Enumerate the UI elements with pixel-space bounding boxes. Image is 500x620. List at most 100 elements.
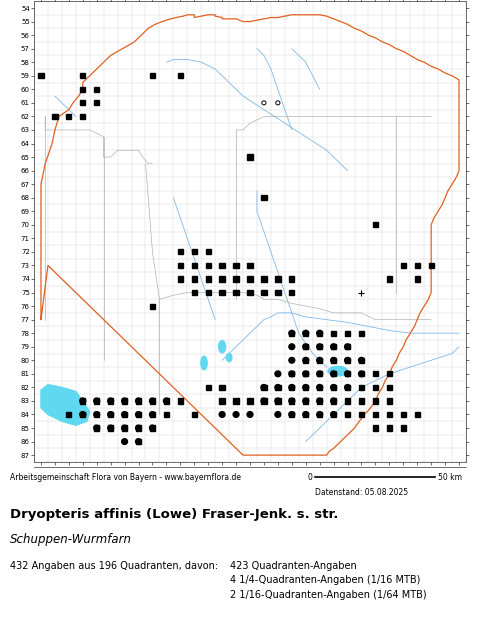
Text: 0: 0 (308, 473, 312, 482)
Circle shape (261, 398, 267, 404)
Bar (331, 385, 336, 390)
Circle shape (303, 371, 308, 377)
Bar (108, 425, 114, 431)
Bar (275, 290, 280, 295)
Bar (192, 263, 197, 268)
Circle shape (164, 398, 170, 404)
Bar (359, 358, 364, 363)
Circle shape (80, 412, 86, 417)
Circle shape (150, 398, 156, 404)
Bar (220, 263, 225, 268)
Text: Schuppen-Wurmfarn: Schuppen-Wurmfarn (10, 533, 132, 546)
Bar (386, 425, 392, 431)
Circle shape (275, 384, 281, 390)
Circle shape (303, 398, 308, 404)
Bar (94, 399, 100, 404)
Bar (303, 330, 308, 336)
Bar (289, 277, 294, 281)
Bar (331, 344, 336, 349)
Bar (248, 263, 252, 268)
Bar (150, 73, 155, 78)
Ellipse shape (218, 340, 226, 353)
Bar (345, 330, 350, 336)
Bar (108, 412, 114, 417)
Circle shape (317, 384, 322, 390)
Circle shape (344, 371, 350, 377)
Bar (331, 330, 336, 336)
Bar (386, 399, 392, 404)
Bar (108, 399, 114, 404)
Bar (345, 344, 350, 349)
Bar (248, 399, 252, 404)
Text: Arbeitsgemeinschaft Flora von Bayern - www.bayernflora.de: Arbeitsgemeinschaft Flora von Bayern - w… (10, 473, 241, 482)
Text: 2 1/16-Quadranten-Angaben (1/64 MTB): 2 1/16-Quadranten-Angaben (1/64 MTB) (230, 590, 426, 600)
Text: 432 Angaben aus 196 Quadranten, davon:: 432 Angaben aus 196 Quadranten, davon: (10, 561, 218, 571)
Bar (331, 358, 336, 363)
Circle shape (247, 412, 253, 417)
Circle shape (122, 398, 128, 404)
Bar (94, 100, 100, 105)
Bar (52, 114, 58, 119)
Circle shape (80, 398, 86, 404)
Bar (94, 425, 100, 431)
Circle shape (94, 425, 100, 431)
Circle shape (330, 398, 336, 404)
Bar (303, 358, 308, 363)
Bar (206, 290, 211, 295)
Bar (275, 399, 280, 404)
Bar (248, 290, 252, 295)
Bar (220, 385, 225, 390)
Text: Dryopteris affinis (Lowe) Fraser-Jenk. s. str.: Dryopteris affinis (Lowe) Fraser-Jenk. s… (10, 508, 338, 521)
Circle shape (289, 398, 294, 404)
Circle shape (344, 358, 350, 363)
Circle shape (330, 412, 336, 417)
Bar (386, 385, 392, 390)
Bar (345, 385, 350, 390)
Bar (289, 412, 294, 417)
Ellipse shape (328, 366, 347, 376)
Bar (303, 371, 308, 376)
Bar (262, 195, 266, 200)
Circle shape (344, 344, 350, 350)
Bar (178, 249, 183, 254)
Bar (80, 399, 86, 404)
Circle shape (330, 358, 336, 363)
Circle shape (303, 358, 308, 363)
Bar (80, 114, 86, 119)
Circle shape (317, 344, 322, 350)
Circle shape (261, 384, 267, 390)
Bar (317, 412, 322, 417)
Circle shape (303, 344, 308, 350)
Bar (192, 249, 197, 254)
Bar (317, 399, 322, 404)
Circle shape (289, 358, 294, 363)
Circle shape (94, 412, 100, 417)
Bar (275, 385, 280, 390)
Bar (331, 371, 336, 376)
Bar (317, 330, 322, 336)
Bar (150, 304, 155, 309)
Circle shape (358, 358, 364, 363)
Bar (206, 385, 211, 390)
Bar (400, 412, 406, 417)
Circle shape (344, 384, 350, 390)
Bar (262, 385, 266, 390)
Circle shape (150, 425, 156, 431)
Circle shape (122, 425, 128, 431)
Bar (414, 412, 420, 417)
Circle shape (289, 344, 294, 350)
Bar (345, 371, 350, 376)
Text: Datenstand: 05.08.2025: Datenstand: 05.08.2025 (315, 488, 408, 497)
Bar (345, 399, 350, 404)
Bar (414, 263, 420, 268)
Bar (136, 399, 141, 404)
Circle shape (303, 412, 308, 417)
Bar (400, 263, 406, 268)
Bar (150, 399, 155, 404)
Circle shape (108, 412, 114, 417)
Bar (66, 412, 71, 417)
Polygon shape (41, 384, 90, 425)
Bar (359, 385, 364, 390)
Circle shape (289, 384, 294, 390)
Bar (94, 412, 100, 417)
